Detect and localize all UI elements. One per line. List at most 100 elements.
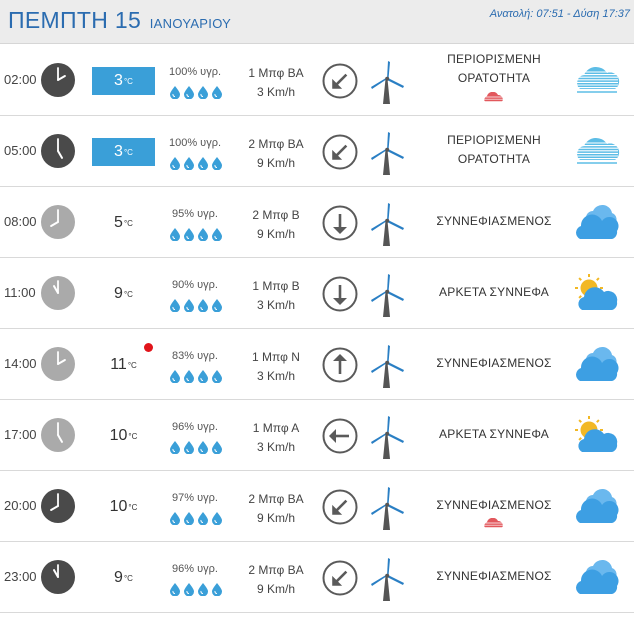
- wind-speed: 3 Km/h: [256, 298, 295, 312]
- hourly-forecast-list: 02:00 3°C 100% υγρ. 1 Μπφ ΒΑ 3 Km/h: [0, 45, 634, 613]
- forecast-row: 17:00 10°C 96% υγρ. 1 Μπφ Α 3 Km/h: [0, 400, 634, 471]
- clock-icon: [41, 347, 75, 381]
- temperature-value: 3: [114, 143, 123, 160]
- clock-icon: [41, 63, 75, 97]
- forecast-row: 05:00 3°C 100% υγρ. 2 Μπφ ΒΑ 9 Km/h: [0, 116, 634, 187]
- day-name: ΠΕΜΠΤΗ 15: [8, 7, 142, 33]
- temperature-value: 11: [110, 356, 127, 373]
- condition-line: ΠΕΡΙΟΡΙΣΜΕΝΗ: [447, 133, 541, 147]
- wind-turbine-icon: [371, 558, 404, 601]
- humidity-value: 100% υγρ.: [168, 66, 222, 78]
- temperature-unit: °C: [127, 361, 137, 370]
- fog-icon: [576, 137, 620, 164]
- sunrise-sunset: Ανατολή: 07:51 - Δύση 17:37: [489, 8, 630, 20]
- wind-turbine-icon: [371, 132, 404, 175]
- condition: ΣΥΝΝΕΦΙΑΣΜΕΝΟΣ: [416, 542, 572, 612]
- humidity-value: 96% υγρ.: [172, 563, 218, 575]
- cloudy-icon: [576, 559, 619, 594]
- temperature: 3°C: [92, 67, 155, 95]
- condition: ΠΕΡΙΟΡΙΣΜΕΝΗ ΟΡΑΤΟΤΗΤΑ: [416, 45, 572, 115]
- rain-cloud-icon: [483, 518, 503, 530]
- condition: ΠΕΡΙΟΡΙΣΜΕΝΗ ΟΡΑΤΟΤΗΤΑ: [416, 116, 572, 186]
- wind-speed: 3 Km/h: [256, 85, 295, 99]
- arrow-down-icon: [322, 205, 358, 241]
- condition-text: ΠΕΡΙΟΡΙΣΜΕΝΗ ΟΡΑΤΟΤΗΤΑ: [416, 50, 572, 88]
- condition-text: ΣΥΝΝΕΦΙΑΣΜΕΝΟΣ: [416, 212, 572, 231]
- forecast-row: 02:00 3°C 100% υγρ. 1 Μπφ ΒΑ 3 Km/h: [0, 45, 634, 116]
- fog-icon: [576, 66, 620, 93]
- condition: ΣΥΝΝΕΦΙΑΣΜΕΝΟΣ: [416, 187, 572, 257]
- temperature: 9°C: [92, 280, 155, 308]
- alert-dot: [144, 343, 153, 352]
- forecast-time: 20:00: [4, 498, 37, 513]
- temperature: 10°C: [92, 422, 155, 450]
- temperature-value: 9: [114, 569, 123, 586]
- wind-speed: 3 Km/h: [256, 369, 295, 383]
- condition-line: ΣΥΝΝΕΦΙΑΣΜΕΝΟΣ: [436, 214, 552, 228]
- condition-line: ΣΥΝΝΕΦΙΑΣΜΕΝΟΣ: [436, 356, 552, 370]
- forecast-time: 17:00: [4, 427, 37, 442]
- clock-icon: [41, 134, 75, 168]
- condition-text: ΠΕΡΙΟΡΙΣΜΕΝΗ ΟΡΑΤΟΤΗΤΑ: [416, 131, 572, 169]
- arrow-down-icon: [322, 276, 358, 312]
- humidity-value: 96% υγρ.: [172, 421, 218, 433]
- humidity-drops-icon: [170, 370, 222, 383]
- forecast-row: 11:00 9°C 90% υγρ. 1 Μπφ Β 3 Km/h: [0, 258, 634, 329]
- cloudy-icon: [576, 488, 619, 523]
- condition-text: ΣΥΝΝΕΦΙΑΣΜΕΝΟΣ: [416, 496, 572, 515]
- condition: ΑΡΚΕΤΑ ΣΥΝΝΕΦΑ: [416, 258, 572, 328]
- wind-beaufort: 2 Μπφ Β: [252, 208, 300, 222]
- arrow-up-icon: [322, 347, 358, 383]
- cloudy-icon: [576, 204, 619, 239]
- condition-line: ΑΡΚΕΤΑ ΣΥΝΝΕΦΑ: [439, 285, 549, 299]
- condition-line: ΑΡΚΕΤΑ ΣΥΝΝΕΦΑ: [439, 427, 549, 441]
- condition-text: ΣΥΝΝΕΦΙΑΣΜΕΝΟΣ: [416, 567, 572, 586]
- humidity-drops-icon: [170, 583, 222, 596]
- wind-speed: 9 Km/h: [256, 582, 295, 596]
- humidity-drops-icon: [170, 512, 222, 525]
- wind-turbine-icon: [371, 274, 404, 317]
- temperature-value: 10: [109, 427, 128, 444]
- partly-cloudy-icon: [575, 274, 618, 310]
- wind-speed: 3 Km/h: [256, 440, 295, 454]
- forecast-row: 23:00 9°C 96% υγρ. 2 Μπφ ΒΑ 9 Km/h: [0, 542, 634, 613]
- wind-beaufort: 1 Μπφ Β: [252, 279, 300, 293]
- humidity-value: 97% υγρ.: [172, 492, 218, 504]
- month-name: ΙΑΝΟΥΑΡΙΟΥ: [149, 16, 232, 31]
- temperature-unit: °C: [123, 77, 133, 86]
- temperature-value: 5: [114, 214, 123, 231]
- arrow-down-left-icon: [322, 134, 358, 170]
- clock-icon: [41, 560, 75, 594]
- clock-icon: [41, 489, 75, 523]
- condition-line: ΣΥΝΝΕΦΙΑΣΜΕΝΟΣ: [436, 569, 552, 583]
- temperature: 5°C: [92, 209, 155, 237]
- wind-speed: 9 Km/h: [256, 227, 295, 241]
- humidity-drops-icon: [170, 86, 222, 99]
- wind-turbine-icon: [371, 416, 404, 459]
- wind-speed: 9 Km/h: [256, 156, 295, 170]
- temperature-value: 9: [114, 285, 123, 302]
- clock-icon: [41, 418, 75, 452]
- wind-beaufort: 1 Μπφ ΒΑ: [248, 66, 304, 80]
- arrow-left-icon: [322, 418, 358, 454]
- wind-turbine-icon: [371, 487, 404, 530]
- wind-turbine-icon: [371, 61, 404, 104]
- temperature-unit: °C: [128, 432, 138, 441]
- rain-cloud-icon: [483, 92, 503, 104]
- condition-text: ΣΥΝΝΕΦΙΑΣΜΕΝΟΣ: [416, 354, 572, 373]
- temperature-unit: °C: [123, 148, 133, 157]
- temperature-unit: °C: [123, 290, 133, 299]
- humidity-value: 100% υγρ.: [168, 137, 222, 149]
- wind-beaufort: 1 Μπφ Ν: [252, 350, 300, 364]
- forecast-row: 20:00 10°C 97% υγρ. 2 Μπφ ΒΑ 9 Km/h: [0, 471, 634, 542]
- arrow-down-left-icon: [322, 560, 358, 596]
- forecast-time: 02:00: [4, 72, 37, 87]
- temperature: 9°C: [92, 564, 155, 592]
- temperature: 11°C: [92, 351, 155, 379]
- condition-line: ΟΡΑΤΟΤΗΤΑ: [457, 71, 531, 85]
- cloudy-icon: [576, 346, 619, 381]
- partly-cloudy-icon: [575, 416, 618, 452]
- arrow-down-left-icon: [322, 489, 358, 525]
- condition: ΣΥΝΝΕΦΙΑΣΜΕΝΟΣ: [416, 471, 572, 541]
- humidity-value: 83% υγρ.: [172, 350, 218, 362]
